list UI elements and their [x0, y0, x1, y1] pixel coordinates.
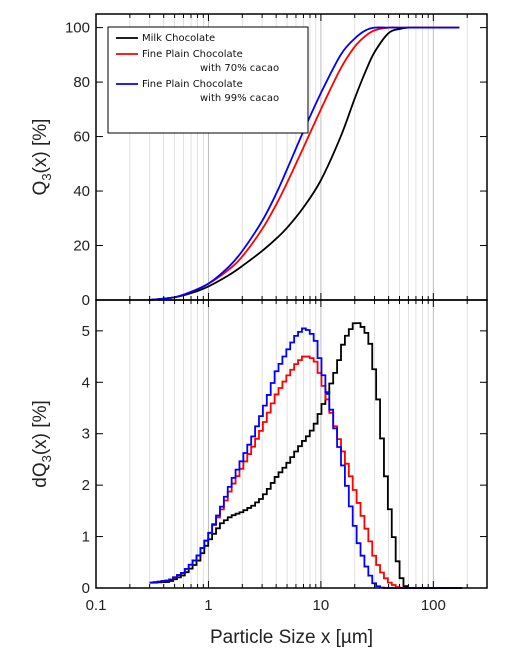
- bottom-y-axis-label-main: dQ: [30, 462, 51, 487]
- y-tick-label: 60: [73, 129, 90, 146]
- top-y-axis-label-main: Q: [30, 181, 51, 196]
- y-tick-label: 20: [73, 238, 90, 255]
- legend: Milk Chocolate Fine Plain Chocolate with 7…: [107, 26, 309, 134]
- top-y-axis-label-rest: (x) [%]: [30, 119, 51, 174]
- density-step-curve: [149, 322, 463, 589]
- x-tick-label: 100: [421, 597, 446, 614]
- y-tick-label: 5: [82, 323, 90, 340]
- top-panel-series: [149, 26, 460, 301]
- y-tick-label: 0: [82, 292, 90, 309]
- top-y-axis-label: Q3(x) [%]: [30, 119, 54, 196]
- legend-box: [107, 26, 309, 134]
- top-y-axis-label-sub: 3: [39, 173, 54, 180]
- legend-label: Milk Chocolate: [142, 33, 215, 44]
- density-step-curve: [149, 327, 463, 589]
- legend-label: Fine Plain Chocolate: [142, 79, 243, 90]
- x-tick-label: 10: [313, 597, 330, 614]
- legend-label: Fine Plain Chocolate: [142, 49, 243, 60]
- bottom-y-axis-label: dQ3(x) [%]: [30, 400, 54, 487]
- y-tick-label: 4: [82, 374, 90, 391]
- y-tick-label: 1: [82, 529, 90, 546]
- y-tick-label: 3: [82, 426, 90, 443]
- bottom-y-axis-label-sub: 3: [39, 455, 54, 462]
- legend-label: with 99% cacao: [200, 93, 279, 104]
- bottom-panel-frame: [95, 299, 488, 589]
- y-tick-label: 100: [65, 20, 90, 37]
- top-panel-y-ticks: 0 20 40 60 80 100: [65, 20, 487, 309]
- y-tick-label: 2: [82, 477, 90, 494]
- bottom-panel-y-ticks: 0 1 2 3 4 5: [82, 323, 487, 597]
- y-tick-label: 0: [82, 580, 90, 597]
- x-axis-ticks: 0.1 1 10 100: [86, 14, 488, 614]
- legend-label: with 70% cacao: [200, 63, 279, 74]
- y-tick-label: 80: [73, 74, 90, 91]
- x-tick-label: 1: [204, 597, 212, 614]
- x-axis-label: Particle Size x [µm]: [210, 627, 373, 648]
- y-tick-label: 40: [73, 183, 90, 200]
- cumulative-curve: [149, 26, 460, 301]
- bottom-y-axis-label-rest: (x) [%]: [30, 400, 51, 455]
- x-tick-label: 0.1: [86, 597, 107, 614]
- bottom-panel-series: [149, 322, 463, 589]
